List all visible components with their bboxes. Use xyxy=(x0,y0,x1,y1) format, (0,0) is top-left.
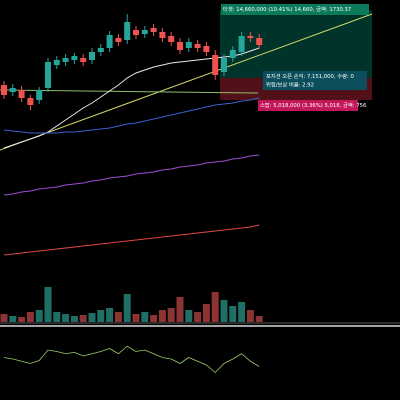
candle-body xyxy=(9,88,16,92)
candle-body xyxy=(97,48,104,52)
moving-average xyxy=(3,224,260,256)
profit-zone xyxy=(220,10,372,78)
volume-bar xyxy=(79,315,87,322)
volume-bar xyxy=(123,294,131,322)
candle-body xyxy=(36,90,43,100)
trend-line xyxy=(0,13,373,151)
candle-body xyxy=(1,85,7,95)
candle-body xyxy=(212,55,219,75)
candle-body xyxy=(203,46,210,52)
candle-body xyxy=(18,90,25,98)
moving-average xyxy=(3,154,260,196)
stop-label-bg xyxy=(258,100,358,111)
candle-body xyxy=(185,42,192,48)
candle-body xyxy=(194,44,201,48)
candle-body xyxy=(247,36,254,38)
volume-bar xyxy=(150,315,158,322)
volume-bar xyxy=(141,312,149,322)
position-label-bg xyxy=(263,71,367,90)
volume-bar xyxy=(106,308,114,322)
moving-average xyxy=(3,97,260,134)
volume-bar xyxy=(158,310,166,322)
candle-body xyxy=(106,35,113,48)
volume-bar xyxy=(44,287,52,322)
volume-bar xyxy=(53,312,61,322)
candle-body xyxy=(124,22,131,40)
horizontal-line xyxy=(0,89,259,94)
candle-body xyxy=(229,50,236,58)
candle-body xyxy=(168,36,175,42)
volume-bar xyxy=(220,300,228,322)
candle-body xyxy=(177,42,183,50)
target-label: 타겟: 14,660,000 (10.41%) 14,660, 금액: 1730… xyxy=(223,5,351,13)
volume-bar xyxy=(167,308,175,322)
volume-bar xyxy=(246,310,254,322)
volume-bar xyxy=(70,316,78,322)
candle-body xyxy=(62,58,69,62)
volume-bar xyxy=(132,314,140,322)
candle-body xyxy=(221,58,227,72)
candle-body xyxy=(71,56,78,60)
candle-body xyxy=(45,62,51,88)
candle-body xyxy=(256,38,263,45)
volume-bar xyxy=(35,310,43,322)
volume-bar xyxy=(88,313,96,322)
volume-bar xyxy=(62,314,70,322)
volume-bar xyxy=(114,312,122,322)
volume-bar xyxy=(26,312,34,322)
volume-bar xyxy=(229,306,237,322)
candle-body xyxy=(115,38,122,42)
volume-bar xyxy=(176,297,184,322)
candle-body xyxy=(133,30,139,35)
stop-label: 스탑: 5,018,000 (3.36%) 5,018, 금액: 756 xyxy=(260,101,367,109)
volume-bar xyxy=(211,292,219,322)
volume-bar xyxy=(194,312,202,322)
volume-bar xyxy=(202,304,210,322)
candle-body xyxy=(159,32,166,38)
risk-reward-label: 위험/보상 비율: 2.92 xyxy=(266,81,314,89)
volume-bar xyxy=(255,316,263,322)
volume-bar xyxy=(18,317,26,322)
volume-bar xyxy=(0,314,8,322)
candle-body xyxy=(53,60,60,65)
volume-bar xyxy=(238,302,246,322)
candle-body xyxy=(238,36,245,52)
volume-bar xyxy=(97,310,105,322)
target-label-bg xyxy=(221,4,369,15)
volume-bar xyxy=(9,316,17,322)
candle-body xyxy=(27,98,34,105)
candle-body xyxy=(141,30,148,34)
rsi-line xyxy=(3,345,260,374)
candle-body xyxy=(89,52,95,60)
volume-bar xyxy=(185,310,193,322)
candle-body xyxy=(80,58,87,62)
candle-body xyxy=(150,28,157,32)
position-label: 포지션 오픈 손익: 7,151,000, 수량: 0 xyxy=(266,72,354,80)
